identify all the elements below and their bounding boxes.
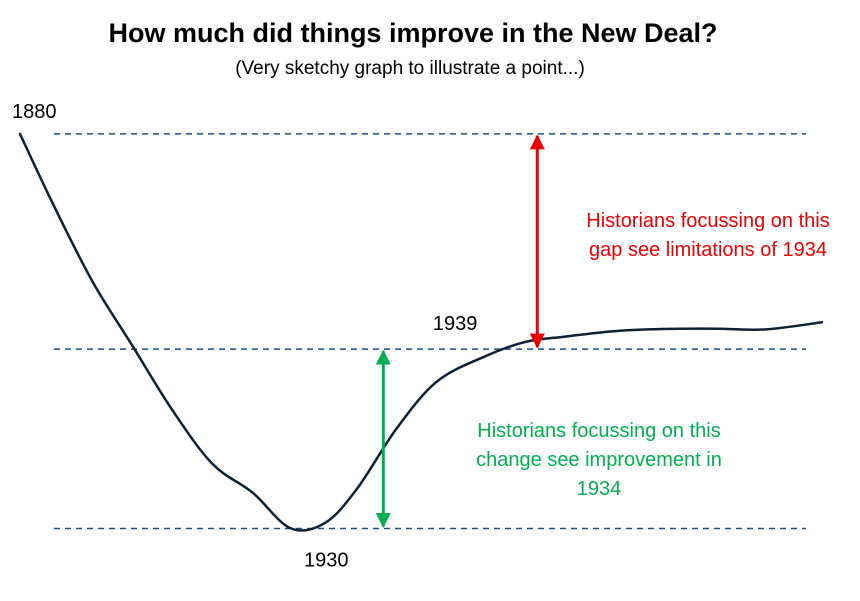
series-line-curve (18, 132, 824, 532)
point-label-1880: 1880 (12, 101, 57, 123)
chart-subtitle: (Very sketchy graph to illustrate a poin… (235, 58, 585, 79)
annotation-limitations-line-2: gap see limitations of 1934 (589, 239, 827, 261)
annotation-limitations: Historians focussing on this gap see lim… (560, 207, 856, 265)
annotation-limitations-line-1: Historians focussing on this (586, 210, 830, 232)
point-label-1939: 1939 (433, 313, 478, 335)
chart-title: How much did things improve in the New D… (108, 18, 718, 48)
point-label-1930: 1930 (304, 549, 349, 571)
annotation-improvement-line-3: 1934 (576, 478, 622, 500)
annotation-improvement-line-1: Historians focussing on this (477, 420, 721, 442)
annotation-improvement-line-2: change see improvement in (476, 449, 722, 471)
annotation-improvement: Historians focussing on this change see … (446, 417, 752, 504)
